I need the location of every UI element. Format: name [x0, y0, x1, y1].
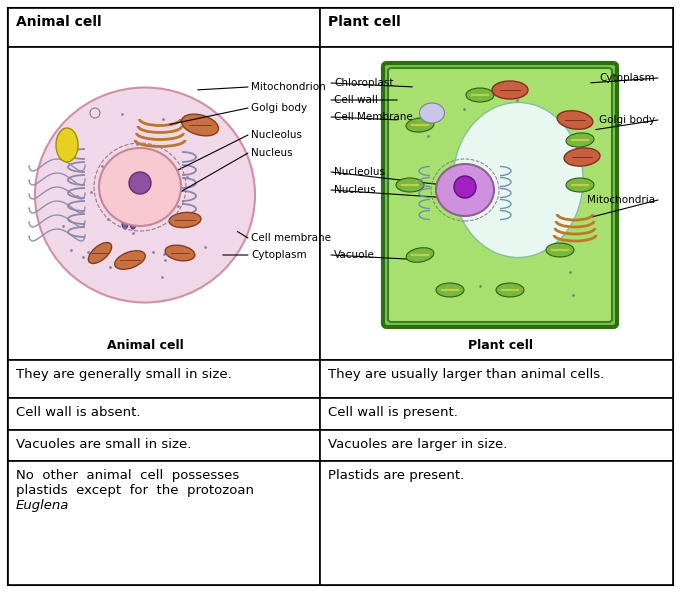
Ellipse shape	[453, 103, 583, 257]
Bar	[320, 430, 673, 461]
FancyBboxPatch shape	[383, 63, 617, 327]
Bar	[320, 47, 673, 360]
Ellipse shape	[436, 283, 464, 297]
Bar	[8, 398, 320, 430]
Ellipse shape	[566, 178, 594, 192]
Bar	[320, 360, 673, 398]
Ellipse shape	[564, 148, 600, 166]
Bar	[8, 430, 320, 461]
Text: Nucleolus: Nucleolus	[251, 130, 302, 140]
Circle shape	[129, 172, 151, 194]
Text: Vacuole: Vacuole	[334, 250, 375, 260]
Text: Plant cell: Plant cell	[467, 339, 533, 352]
Text: They are generally small in size.: They are generally small in size.	[16, 368, 232, 381]
Circle shape	[454, 176, 476, 198]
Text: They are usually larger than animal cells.: They are usually larger than animal cell…	[328, 368, 604, 381]
Ellipse shape	[165, 245, 195, 261]
Ellipse shape	[122, 217, 128, 229]
Text: Golgi body: Golgi body	[251, 103, 307, 113]
Text: Cytoplasm: Cytoplasm	[251, 250, 306, 260]
Ellipse shape	[406, 248, 434, 262]
Ellipse shape	[56, 128, 78, 162]
Text: Cell wall is present.: Cell wall is present.	[328, 406, 458, 419]
Text: Nucleus: Nucleus	[334, 185, 376, 195]
Ellipse shape	[566, 133, 594, 147]
Text: Euglena: Euglena	[16, 499, 69, 512]
Bar	[320, 398, 673, 430]
Text: Nucleolus: Nucleolus	[334, 167, 385, 177]
Bar	[320, 8, 673, 47]
Text: Cell Membrane: Cell Membrane	[334, 112, 413, 122]
Bar	[8, 8, 320, 47]
Text: Chloroplast: Chloroplast	[334, 78, 394, 88]
FancyBboxPatch shape	[388, 68, 612, 322]
Ellipse shape	[99, 148, 181, 226]
Text: Vacuoles are larger in size.: Vacuoles are larger in size.	[328, 438, 507, 451]
Text: Vacuoles are small in size.: Vacuoles are small in size.	[16, 438, 191, 451]
Ellipse shape	[546, 243, 574, 257]
Ellipse shape	[419, 103, 445, 123]
Ellipse shape	[496, 283, 524, 297]
Ellipse shape	[35, 88, 255, 302]
Text: .: .	[56, 499, 60, 512]
Ellipse shape	[396, 178, 424, 192]
Ellipse shape	[169, 212, 201, 228]
Ellipse shape	[114, 251, 145, 269]
Text: Mitochondrion: Mitochondrion	[251, 82, 326, 92]
Ellipse shape	[436, 164, 494, 216]
Ellipse shape	[492, 81, 528, 99]
Text: Cell membrane: Cell membrane	[251, 233, 331, 243]
Ellipse shape	[557, 111, 593, 129]
Text: Plastids are present.: Plastids are present.	[328, 469, 464, 482]
Bar	[320, 461, 673, 585]
Bar	[8, 360, 320, 398]
Text: Golgi body: Golgi body	[599, 115, 655, 125]
Text: Cell wall: Cell wall	[334, 95, 378, 105]
Ellipse shape	[466, 88, 494, 102]
Text: Animal cell: Animal cell	[16, 15, 101, 29]
Text: Cell wall is absent.: Cell wall is absent.	[16, 406, 140, 419]
Ellipse shape	[130, 217, 136, 229]
Ellipse shape	[406, 118, 434, 132]
Text: No  other  animal  cell  possesses: No other animal cell possesses	[16, 469, 239, 482]
Bar	[8, 47, 320, 360]
Bar	[8, 461, 320, 585]
Text: Mitochondria: Mitochondria	[587, 195, 655, 205]
Ellipse shape	[89, 243, 112, 263]
Text: plastids  except  for  the  protozoan: plastids except for the protozoan	[16, 484, 254, 497]
Text: Nucleus: Nucleus	[251, 148, 293, 158]
Text: Cytoplasm: Cytoplasm	[599, 73, 655, 83]
Ellipse shape	[181, 114, 219, 136]
Text: Animal cell: Animal cell	[107, 339, 183, 352]
Text: Plant cell: Plant cell	[328, 15, 400, 29]
